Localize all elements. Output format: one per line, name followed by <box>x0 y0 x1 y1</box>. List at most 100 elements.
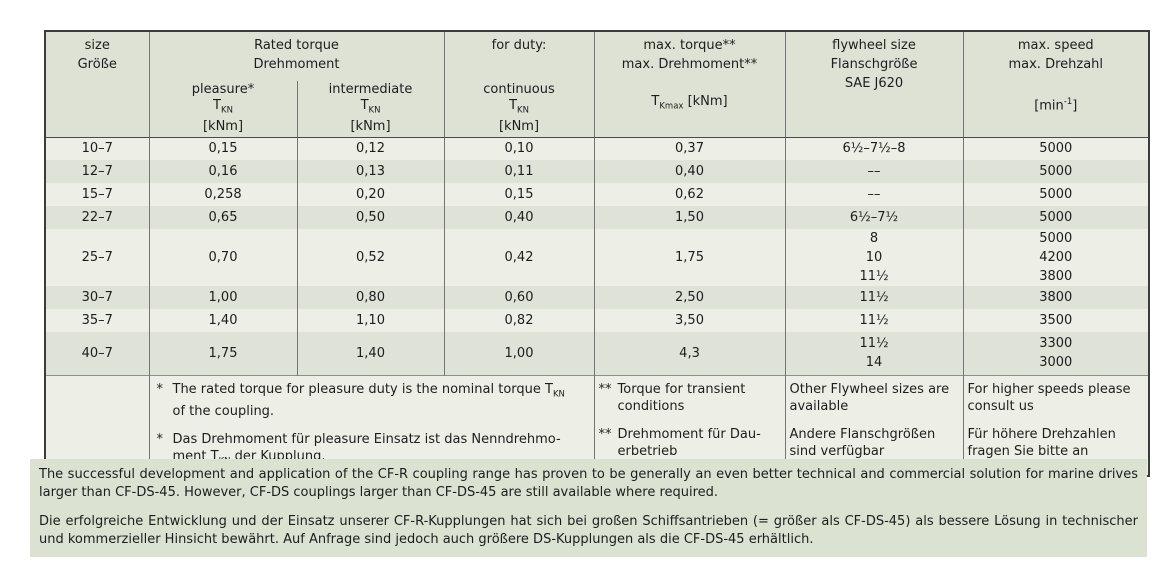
header-intermediate: intermediate TKN [kNm] <box>296 81 445 138</box>
header-rated-torque-label: Rated torque Drehmoment <box>253 38 340 72</box>
max-torque-cell: 0,40 <box>593 160 786 183</box>
header-for-duty-label: for duty: <box>491 38 547 53</box>
intermediate-cell: 1,10 <box>296 309 445 332</box>
header-continuous-label: continuous TKN [kNm] <box>483 82 555 134</box>
footnote-flywheel-cell: Other Flywheel sizes are available Andere… <box>784 374 964 476</box>
table-header-row-2: pleasure* TKN [kNm] intermediate TKN [kNm] c… <box>45 81 1149 138</box>
table-row: 40–7 1,75 1,40 1,00 4,3 11½ 14 3300 3000 <box>44 332 1150 375</box>
continuous-cell: 0,40 <box>443 206 595 229</box>
size-cell: 40–7 <box>44 332 150 375</box>
flywheel-cell: 11½ <box>784 286 964 309</box>
max-torque-cell: 1,75 <box>593 229 786 286</box>
table-header-row-1: size Größe Rated torque Drehmoment for dut… <box>44 31 1150 138</box>
flywheel-cell: –– <box>784 160 964 183</box>
header-flywheel: flywheel size Flanschgröße SAE J620 <box>784 31 964 138</box>
intermediate-cell: 0,13 <box>296 160 445 183</box>
flywheel-cell: –– <box>784 183 964 206</box>
speed-cell: 5000 <box>962 137 1150 160</box>
table-row: 10–7 0,15 0,12 0,10 0,37 6½–7½–8 5000 <box>44 137 1150 160</box>
header-flywheel-label: flywheel size Flanschgröße SAE J620 <box>830 38 918 91</box>
footnote-rated-torque-cell: * The rated torque for pleasure duty is … <box>148 374 595 476</box>
size-cell: 10–7 <box>44 137 150 160</box>
size-cell: 15–7 <box>44 183 150 206</box>
continuous-cell: 1,00 <box>443 332 595 375</box>
speed-cell: 3800 <box>962 286 1150 309</box>
header-intermediate-label: intermediate TKN [kNm] <box>328 82 413 134</box>
continuous-cell: 0,15 <box>443 183 595 206</box>
continuous-cell: 0,82 <box>443 309 595 332</box>
description-paragraph-de: Die erfolgreiche Entwicklung und der Ein… <box>39 514 1138 547</box>
asterisk-marker: * <box>156 432 164 448</box>
header-pleasure: pleasure* TKN [kNm] <box>148 81 298 138</box>
flywheel-cell: 6½–7½ <box>784 206 964 229</box>
speed-cell: 5000 <box>962 183 1150 206</box>
header-max-speed: max. speed max. Drehzahl [min-1] <box>962 31 1150 138</box>
footnote-empty-cell <box>44 374 150 476</box>
header-for-duty: for duty: <box>443 31 595 81</box>
size-cell: 12–7 <box>44 160 150 183</box>
header-continuous: continuous TKN [kNm] <box>443 81 595 138</box>
pleasure-cell: 1,75 <box>148 332 298 375</box>
speed-cell: 5000 4200 3800 <box>962 229 1150 286</box>
flywheel-cell: 11½ <box>784 309 964 332</box>
footnote-text: For higher speeds please consult us <box>967 381 1131 414</box>
table-row: 12–7 0,16 0,13 0,11 0,40 –– 5000 <box>44 160 1150 183</box>
max-torque-cell: 3,50 <box>593 309 786 332</box>
max-torque-cell: 4,3 <box>593 332 786 375</box>
intermediate-cell: 0,50 <box>296 206 445 229</box>
header-pleasure-label: pleasure* TKN [kNm] <box>191 82 255 134</box>
header-rated-torque-group: Rated torque Drehmoment <box>148 31 445 81</box>
max-torque-cell: 0,62 <box>593 183 786 206</box>
intermediate-cell: 0,20 <box>296 183 445 206</box>
max-torque-cell: 0,37 <box>593 137 786 160</box>
header-max-speed-unit: [min-1] <box>1034 97 1078 114</box>
table-row: 35–7 1,40 1,10 0,82 3,50 11½ 3500 <box>44 309 1150 332</box>
table-footnote-row: * The rated torque for pleasure duty is … <box>44 374 1150 476</box>
footnote-text: Für höhere Drehzahlen fragen Sie bitte an <box>967 426 1116 459</box>
size-cell: 22–7 <box>44 206 150 229</box>
coupling-spec-table: size Größe Rated torque Drehmoment for dut… <box>44 30 1151 477</box>
pleasure-cell: 0,258 <box>148 183 298 206</box>
intermediate-cell: 1,40 <box>296 332 445 375</box>
flywheel-cell: 6½–7½–8 <box>784 137 964 160</box>
table-row: 30–7 1,00 0,80 0,60 2,50 11½ 3800 <box>44 286 1150 309</box>
continuous-cell: 0,11 <box>443 160 595 183</box>
header-max-torque: max. torque** max. Drehmoment** TKmax [kN… <box>593 31 786 138</box>
description-paragraph-en: The successful development and applicati… <box>39 467 1138 500</box>
footnote-item: ** Drehmoment für Dau-erbetrieb <box>599 426 781 460</box>
pleasure-cell: 0,16 <box>148 160 298 183</box>
double-asterisk-marker: ** <box>598 426 612 442</box>
intermediate-cell: 0,12 <box>296 137 445 160</box>
table-row: 22–7 0,65 0,50 0,40 1,50 6½–7½ 5000 <box>44 206 1150 229</box>
asterisk-marker: * <box>156 381 164 397</box>
intermediate-cell: 0,80 <box>296 286 445 309</box>
footnote-speed-cell: For higher speeds please consult us Für h… <box>962 374 1150 476</box>
table-row: 25–7 0,70 0,52 0,42 1,75 8 10 11½ 5000 4200… <box>44 229 1150 286</box>
pleasure-cell: 0,70 <box>148 229 298 286</box>
footnote-text: Torque for transient conditions <box>617 381 746 414</box>
footnote-text: Andere Flanschgrößen sind verfügbar <box>789 426 936 459</box>
size-cell: 30–7 <box>44 286 150 309</box>
header-size-label: size Größe <box>77 38 117 72</box>
header-size: size Größe <box>44 31 150 138</box>
pleasure-cell: 1,00 <box>148 286 298 309</box>
double-asterisk-marker: ** <box>598 381 612 397</box>
speed-cell: 5000 <box>962 206 1150 229</box>
pleasure-cell: 1,40 <box>148 309 298 332</box>
intermediate-cell: 0,52 <box>296 229 445 286</box>
footnote-text: The rated torque for pleasure duty is th… <box>172 381 565 420</box>
pleasure-cell: 0,65 <box>148 206 298 229</box>
continuous-cell: 0,42 <box>443 229 595 286</box>
header-max-speed-label: max. speed max. Drehzahl <box>1008 38 1104 72</box>
description-block: The successful development and applicati… <box>30 459 1147 557</box>
footnote-text: Drehmoment für Dau-erbetrieb <box>617 426 761 459</box>
flywheel-cell: 8 10 11½ <box>784 229 964 286</box>
speed-cell: 3300 3000 <box>962 332 1150 375</box>
header-max-torque-label: max. torque** max. Drehmoment** <box>621 38 758 72</box>
continuous-cell: 0,10 <box>443 137 595 160</box>
max-torque-cell: 2,50 <box>593 286 786 309</box>
footnote-item: * The rated torque for pleasure duty is … <box>157 381 588 421</box>
footnote-text: Other Flywheel sizes are available <box>789 381 950 414</box>
pleasure-cell: 0,15 <box>148 137 298 160</box>
footnote-item: ** Torque for transient conditions <box>599 381 781 415</box>
